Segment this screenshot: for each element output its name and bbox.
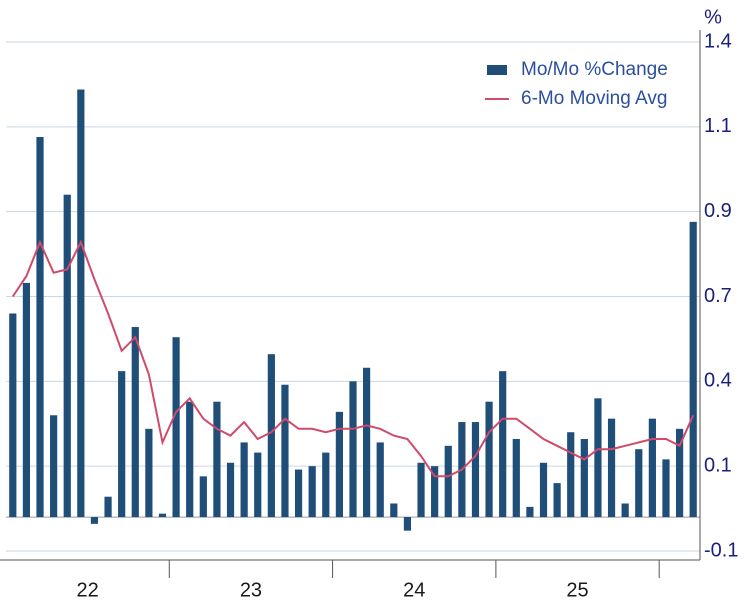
- x-tick-label: 22: [77, 579, 99, 601]
- bar: [539, 462, 548, 518]
- bar: [36, 137, 44, 518]
- bar: [145, 428, 153, 518]
- bar: [403, 517, 412, 531]
- legend: Mo/Mo %Change 6-Mo Moving Avg: [485, 59, 668, 109]
- bar: [376, 442, 384, 518]
- bar: [594, 398, 602, 518]
- bar: [349, 381, 357, 518]
- bar: [90, 517, 99, 524]
- bar: [213, 401, 221, 518]
- bar: [675, 428, 684, 518]
- bar: [580, 439, 588, 518]
- y-tick-label: 1.4: [704, 30, 732, 52]
- bar: [186, 401, 194, 518]
- bar: [553, 483, 561, 518]
- bar: [431, 466, 439, 518]
- x-tick-label: 25: [566, 579, 588, 601]
- bar: [512, 439, 520, 518]
- bar: [281, 384, 289, 518]
- bar: [635, 449, 643, 518]
- y-tick-label: 0.7: [704, 285, 732, 307]
- bar: [254, 452, 262, 518]
- bar: [648, 418, 656, 518]
- bar: [77, 89, 85, 518]
- bar: [226, 462, 235, 518]
- bar: [308, 466, 316, 518]
- unit-label: %: [704, 6, 722, 28]
- moving-average-line: [11, 239, 695, 478]
- bar: [390, 503, 398, 518]
- x-tick-label: 24: [403, 579, 425, 601]
- bar: [104, 496, 112, 518]
- bar: [444, 445, 452, 518]
- bar: [158, 513, 167, 518]
- y-tick-label: 1.1: [704, 115, 732, 137]
- bar: [335, 411, 343, 518]
- bar: [471, 422, 480, 518]
- bar: [9, 313, 17, 518]
- bar: [621, 503, 629, 518]
- bar: [485, 401, 493, 518]
- bar: [567, 432, 575, 518]
- bar: [22, 282, 31, 518]
- bar: [417, 462, 425, 518]
- bar: [607, 418, 616, 518]
- bar: [363, 367, 371, 518]
- y-tick-label: 0.4: [704, 370, 732, 392]
- bar: [322, 452, 330, 518]
- legend-label: Mo/Mo %Change: [521, 59, 668, 80]
- x-tick-label: 23: [240, 579, 262, 601]
- bar: [118, 371, 126, 518]
- bar: [499, 371, 507, 518]
- bar: [172, 337, 180, 518]
- y-tick-label: 0.9: [704, 200, 732, 222]
- bar: [526, 506, 534, 518]
- bar: [199, 476, 207, 518]
- bar: [267, 354, 275, 518]
- bar: [63, 194, 71, 518]
- legend-label: 6-Mo Moving Avg: [521, 88, 667, 109]
- bar: [131, 327, 139, 518]
- bar: [50, 415, 58, 518]
- bar: [689, 221, 697, 518]
- y-tick-label: -0.1: [704, 539, 738, 561]
- bar: [662, 459, 670, 518]
- bar: [240, 442, 248, 518]
- y-tick-label: 0.1: [704, 454, 732, 476]
- legend-swatch: [487, 65, 507, 75]
- bar: [294, 469, 303, 518]
